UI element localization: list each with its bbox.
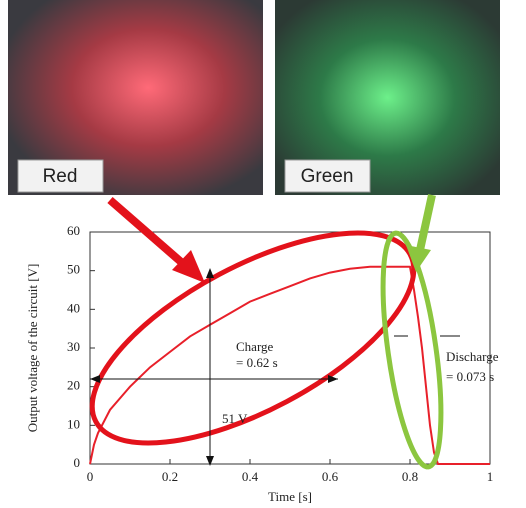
x-tick-label: 0 <box>87 469 94 484</box>
y-tick-label: 40 <box>67 300 80 315</box>
label-box <box>284 159 371 193</box>
y-tick-label: 30 <box>67 339 80 354</box>
y-axis-label: Output voltage of the circuit [V] <box>25 264 40 433</box>
photo-label: Green <box>301 166 354 187</box>
label-box <box>17 159 104 193</box>
y-tick-label: 10 <box>67 416 80 431</box>
x-tick-label: 0.4 <box>242 469 259 484</box>
arrow <box>416 194 436 251</box>
photo-label: Red <box>43 166 78 187</box>
y-tick-label: 60 <box>67 223 80 238</box>
arrow-head <box>90 375 100 383</box>
annotation: = 0.62 s <box>236 355 278 370</box>
y-tick-label: 20 <box>67 378 80 393</box>
arrow <box>107 196 191 272</box>
annotation: Charge <box>236 339 274 354</box>
annotation: 51 V <box>222 411 248 426</box>
arrow-head <box>206 268 214 278</box>
arrow-head <box>206 456 214 466</box>
x-axis-label: Time [s] <box>268 489 312 504</box>
discharge-ellipse <box>380 230 444 470</box>
arrow-head <box>328 375 338 383</box>
y-tick-label: 50 <box>67 262 80 277</box>
x-tick-label: 0.8 <box>402 469 418 484</box>
arrow-head <box>172 250 205 283</box>
arrow-head <box>406 245 431 272</box>
annotation-shapes <box>89 194 460 470</box>
annotation: = 0.073 s <box>446 369 494 384</box>
x-tick-label: 0.6 <box>322 469 339 484</box>
y-tick-label: 0 <box>74 455 81 470</box>
x-tick-label: 1 <box>487 469 494 484</box>
series-line <box>89 265 490 465</box>
x-tick-label: 0.2 <box>162 469 178 484</box>
annotation: Discharge <box>446 349 499 364</box>
